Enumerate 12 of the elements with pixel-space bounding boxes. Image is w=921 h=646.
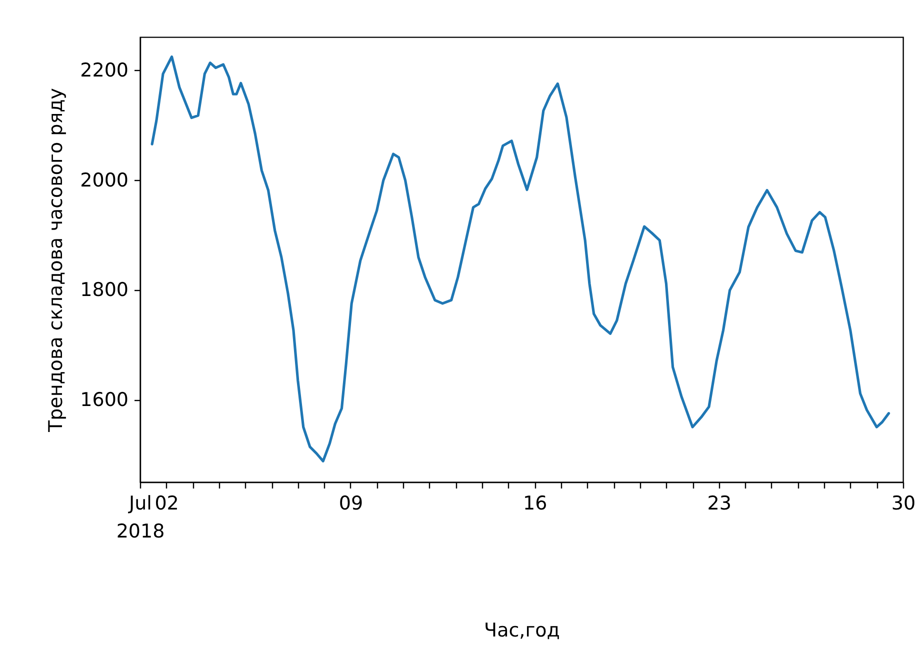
line-series [150,55,890,462]
y-tick-label: 2200 [80,59,128,82]
x-tick-label: 02 [154,492,179,514]
y-tick-label: 1800 [80,279,128,302]
y-axis-title: Трендова складова часового ряду [45,88,68,434]
x-tick-label: 30 [891,492,916,514]
x-axis-title: Час,год [484,620,560,642]
x-tick-label: 09 [338,492,364,514]
y-tick-label: 1600 [80,389,128,412]
y-tick-label: 2000 [80,169,128,192]
x-tick-label: 16 [523,492,548,514]
x-tick-label: 23 [707,492,732,514]
